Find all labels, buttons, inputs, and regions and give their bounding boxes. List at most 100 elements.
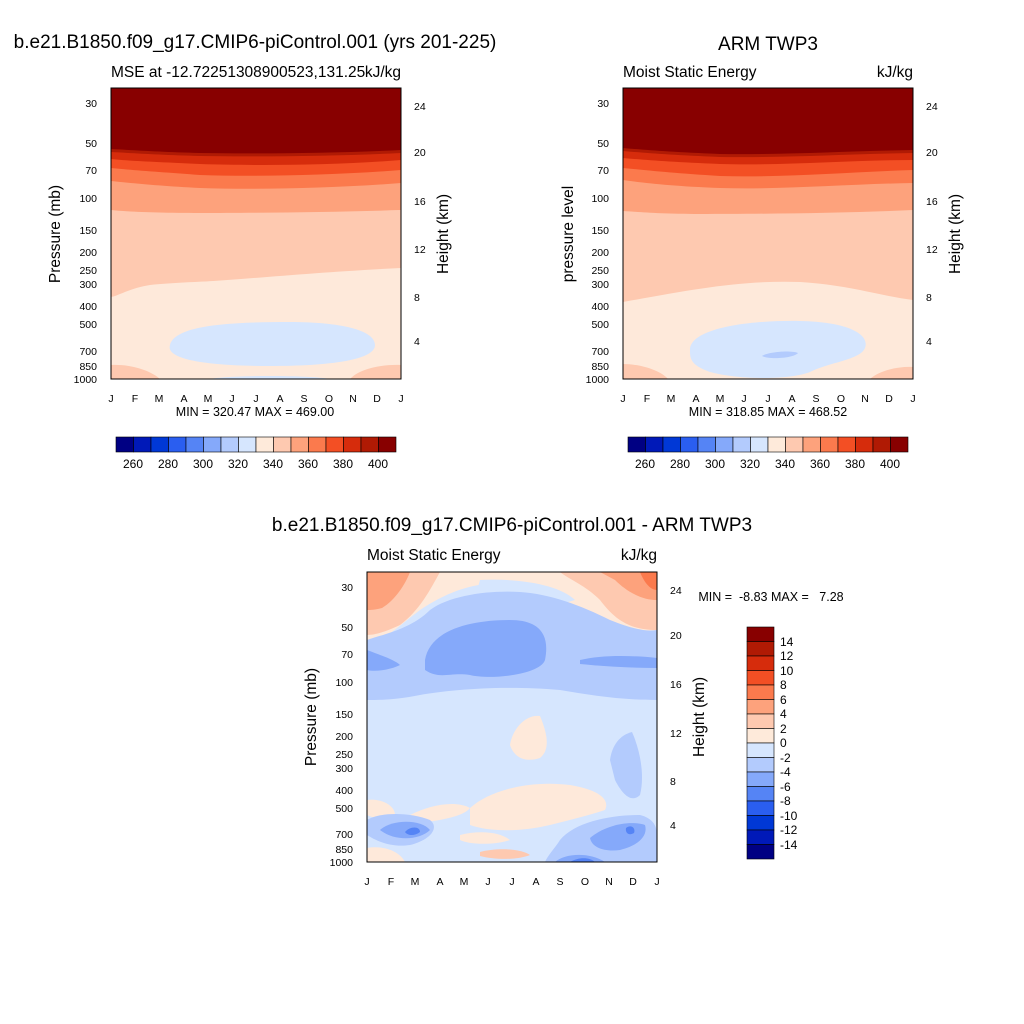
colorbar-swatch	[746, 829, 775, 845]
colorbar-label: -4	[780, 765, 791, 779]
colorbar-label: -6	[780, 780, 791, 794]
month-tick-label: F	[644, 393, 650, 405]
pressure-tick-label: 300	[79, 279, 97, 291]
colorbar-label: 260	[123, 457, 143, 471]
pressure-tick-label: 300	[335, 763, 353, 775]
panel-diff-colorbar: 14 12 10 8 6 4 2 0 -2 -4 -6 -8 -10 -12 -…	[746, 626, 798, 860]
height-tick-label: 20	[670, 630, 682, 642]
month-tick-label: J	[741, 393, 746, 405]
pressure-tick-label: 50	[85, 138, 97, 150]
pressure-tick-label: 500	[591, 319, 609, 331]
colorbar-swatch	[802, 436, 821, 453]
colorbar-label: 340	[263, 457, 283, 471]
colorbar-swatch	[273, 436, 292, 453]
month-tick-label: S	[300, 393, 307, 405]
colorbar-label: -10	[780, 809, 798, 823]
pressure-tick-label: 850	[79, 361, 97, 373]
panel-model-x-axis: J F M A M J J A S O N D J	[108, 393, 403, 405]
colorbar-swatch	[746, 641, 775, 657]
pressure-tick-label: 250	[79, 265, 97, 277]
pressure-tick-label: 50	[341, 622, 353, 634]
height-tick-label: 16	[414, 196, 426, 208]
colorbar-label: -14	[780, 838, 798, 852]
month-tick-label: J	[910, 393, 915, 405]
colorbar-swatch	[732, 436, 751, 453]
month-tick-label: D	[629, 876, 637, 888]
height-tick-label: 8	[926, 292, 932, 304]
panel-diff-left-axis: 30 50 70 100 150 200 250 300 400 500 700…	[303, 582, 353, 869]
month-tick-label: O	[325, 393, 333, 405]
pressure-tick-label: 1000	[74, 374, 98, 386]
pressure-tick-label: 400	[79, 301, 97, 313]
pressure-tick-label: 70	[597, 165, 609, 177]
panel-model-right-axis: 24 20 16 12 8 4 Height (km)	[414, 101, 452, 348]
panel-diff-right-axis: 24 20 16 12 8 4 Height (km)	[670, 585, 708, 832]
colorbar-label: 340	[775, 457, 795, 471]
panel-model: b.e21.B1850.f09_g17.CMIP6-piControl.001 …	[14, 32, 497, 471]
pressure-tick-label: 30	[85, 98, 97, 110]
height-tick-label: 12	[670, 728, 682, 740]
month-tick-label: N	[861, 393, 869, 405]
colorbar-swatch	[645, 436, 664, 453]
panel-diff-title: b.e21.B1850.f09_g17.CMIP6-piControl.001 …	[272, 515, 752, 536]
pressure-tick-label: 500	[335, 803, 353, 815]
panel-diff-x-axis: J F M A M J J A S O N D J	[364, 876, 659, 888]
colorbar-label: 0	[780, 736, 787, 750]
colorbar-label: 380	[845, 457, 865, 471]
colorbar-swatch	[820, 436, 839, 453]
month-tick-label: A	[180, 393, 187, 405]
colorbar-label: -12	[780, 823, 798, 837]
colorbar-swatch	[115, 436, 134, 453]
pressure-tick-label: 850	[591, 361, 609, 373]
colorbar-swatch	[746, 670, 775, 686]
pressure-tick-label: 1000	[586, 374, 610, 386]
month-tick-label: J	[229, 393, 234, 405]
pressure-tick-label: 400	[591, 301, 609, 313]
month-tick-label: D	[885, 393, 893, 405]
month-tick-label: M	[667, 393, 676, 405]
pressure-tick-label: 200	[591, 247, 609, 259]
colorbar-label: 400	[368, 457, 388, 471]
colorbar-swatch	[308, 436, 327, 453]
pressure-tick-label: 70	[85, 165, 97, 177]
colorbar-label: 12	[780, 649, 794, 663]
colorbar-label: -2	[780, 751, 791, 765]
colorbar-swatch	[360, 436, 379, 453]
panel-diff-units: kJ/kg	[621, 547, 657, 564]
panel-obs-stats: MIN = 318.85 MAX = 468.52	[689, 405, 847, 419]
height-tick-label: 20	[926, 147, 938, 159]
month-tick-label: F	[388, 876, 394, 888]
pressure-tick-label: 400	[335, 785, 353, 797]
pressure-tick-label: 150	[591, 225, 609, 237]
month-tick-label: J	[765, 393, 770, 405]
panel-obs-ylabel: pressure level	[560, 186, 577, 283]
pressure-tick-label: 700	[79, 346, 97, 358]
colorbar-swatch	[746, 786, 775, 802]
colorbar-label: 10	[780, 664, 794, 678]
colorbar-swatch	[185, 436, 204, 453]
colorbar-swatch	[746, 626, 775, 642]
colorbar-label: 4	[780, 707, 787, 721]
colorbar-label: 260	[635, 457, 655, 471]
pressure-tick-label: 150	[335, 709, 353, 721]
panel-model-ylabel-right: Height (km)	[435, 194, 452, 274]
pressure-tick-label: 500	[79, 319, 97, 331]
month-tick-label: A	[692, 393, 699, 405]
colorbar-label: 400	[880, 457, 900, 471]
colorbar-label: -8	[780, 794, 791, 808]
panel-model-subtitle: MSE at -12.72251308900523,131.25	[111, 64, 365, 81]
colorbar-swatch	[168, 436, 187, 453]
panel-diff-stats: MIN = -8.83 MAX = 7.28	[698, 590, 843, 604]
colorbar-swatch	[746, 713, 775, 729]
month-tick-label: J	[108, 393, 113, 405]
pressure-tick-label: 300	[591, 279, 609, 291]
colorbar-swatch	[746, 684, 775, 700]
month-tick-label: A	[436, 876, 443, 888]
colorbar-label: 360	[810, 457, 830, 471]
pressure-tick-label: 100	[591, 193, 609, 205]
pressure-tick-label: 200	[335, 731, 353, 743]
month-tick-label: J	[654, 876, 659, 888]
month-tick-label: O	[837, 393, 845, 405]
colorbar-swatch	[746, 728, 775, 744]
